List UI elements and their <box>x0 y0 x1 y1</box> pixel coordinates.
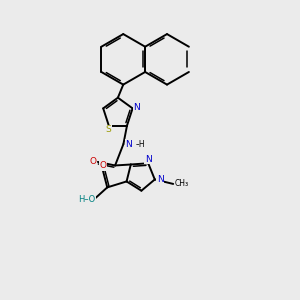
Text: N: N <box>145 154 152 164</box>
Text: –H: –H <box>136 140 146 148</box>
Text: O: O <box>90 157 97 166</box>
Text: N: N <box>157 175 164 184</box>
Text: O: O <box>99 161 106 170</box>
Text: H–O: H–O <box>78 195 95 204</box>
Text: N: N <box>134 103 140 112</box>
Text: N: N <box>125 140 132 148</box>
Text: CH₃: CH₃ <box>175 179 189 188</box>
Text: S: S <box>105 125 111 134</box>
